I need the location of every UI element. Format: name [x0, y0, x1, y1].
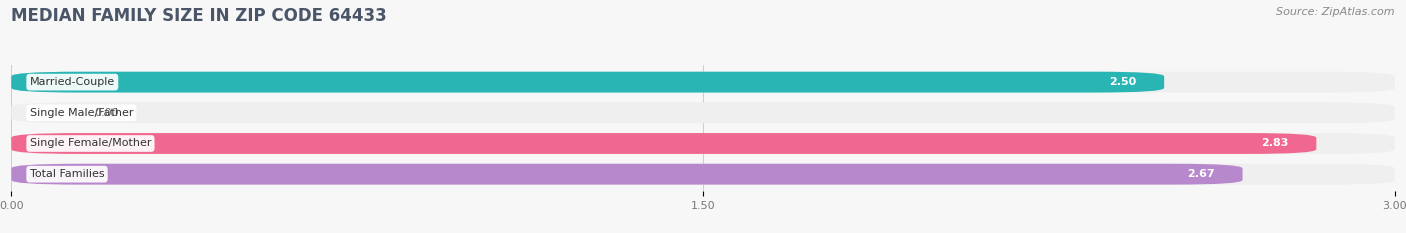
FancyBboxPatch shape	[11, 133, 1395, 154]
FancyBboxPatch shape	[11, 164, 1243, 185]
FancyBboxPatch shape	[11, 72, 1164, 93]
Text: Total Families: Total Families	[30, 169, 104, 179]
Text: Married-Couple: Married-Couple	[30, 77, 115, 87]
FancyBboxPatch shape	[11, 72, 1395, 93]
Text: 2.67: 2.67	[1187, 169, 1215, 179]
Text: Single Male/Father: Single Male/Father	[30, 108, 134, 118]
Text: MEDIAN FAMILY SIZE IN ZIP CODE 64433: MEDIAN FAMILY SIZE IN ZIP CODE 64433	[11, 7, 387, 25]
Text: Source: ZipAtlas.com: Source: ZipAtlas.com	[1277, 7, 1395, 17]
Text: 2.83: 2.83	[1261, 138, 1289, 148]
FancyBboxPatch shape	[11, 164, 1395, 185]
Text: Single Female/Mother: Single Female/Mother	[30, 138, 152, 148]
FancyBboxPatch shape	[11, 102, 1395, 123]
Text: 0.00: 0.00	[94, 108, 120, 118]
FancyBboxPatch shape	[11, 133, 1316, 154]
Text: 2.50: 2.50	[1109, 77, 1136, 87]
